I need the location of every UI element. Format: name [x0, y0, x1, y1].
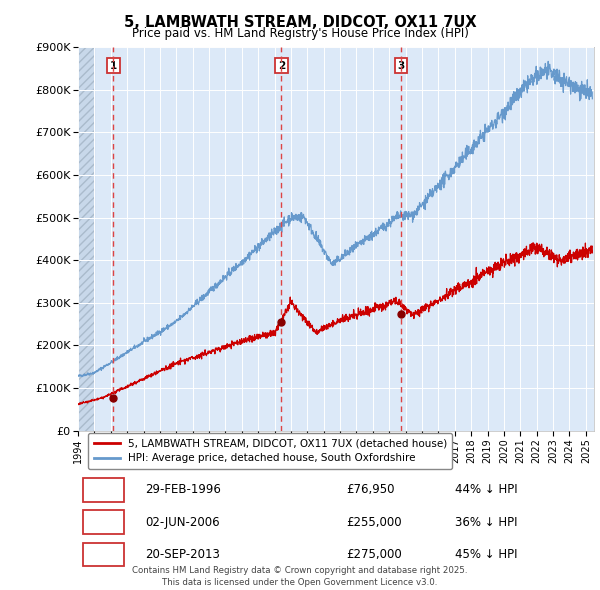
- Bar: [78, 47, 94, 431]
- Text: 2: 2: [100, 516, 108, 529]
- Bar: [78, 47, 94, 431]
- Text: 02-JUN-2006: 02-JUN-2006: [145, 516, 220, 529]
- FancyBboxPatch shape: [83, 478, 124, 502]
- Text: 36% ↓ HPI: 36% ↓ HPI: [455, 516, 517, 529]
- Text: 44% ↓ HPI: 44% ↓ HPI: [455, 483, 517, 496]
- Text: 3: 3: [100, 548, 108, 561]
- Text: 20-SEP-2013: 20-SEP-2013: [145, 548, 220, 561]
- Text: 2: 2: [278, 61, 285, 71]
- Text: 45% ↓ HPI: 45% ↓ HPI: [455, 548, 517, 561]
- Text: Price paid vs. HM Land Registry's House Price Index (HPI): Price paid vs. HM Land Registry's House …: [131, 27, 469, 40]
- Legend: 5, LAMBWATH STREAM, DIDCOT, OX11 7UX (detached house), HPI: Average price, detac: 5, LAMBWATH STREAM, DIDCOT, OX11 7UX (de…: [88, 433, 452, 468]
- Text: £275,000: £275,000: [346, 548, 402, 561]
- Text: 3: 3: [397, 61, 404, 71]
- FancyBboxPatch shape: [83, 510, 124, 534]
- Text: £76,950: £76,950: [346, 483, 395, 496]
- Text: 1: 1: [100, 483, 108, 496]
- Text: Contains HM Land Registry data © Crown copyright and database right 2025.
This d: Contains HM Land Registry data © Crown c…: [132, 566, 468, 587]
- Text: 1: 1: [110, 61, 117, 71]
- FancyBboxPatch shape: [83, 543, 124, 566]
- Text: 29-FEB-1996: 29-FEB-1996: [145, 483, 221, 496]
- Text: £255,000: £255,000: [346, 516, 402, 529]
- Text: 5, LAMBWATH STREAM, DIDCOT, OX11 7UX: 5, LAMBWATH STREAM, DIDCOT, OX11 7UX: [124, 15, 476, 30]
